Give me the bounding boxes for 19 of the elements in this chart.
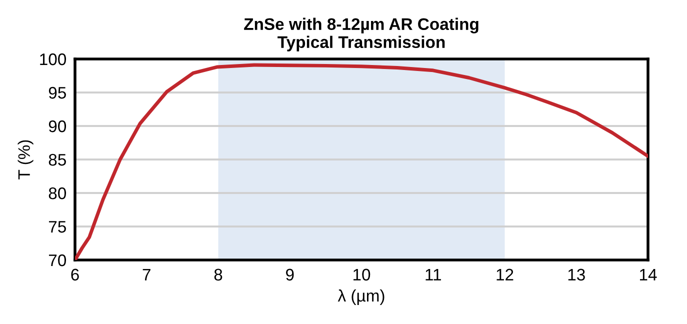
y-tick-label: 95 <box>48 86 66 99</box>
x-axis-title: λ (µm) <box>338 289 384 305</box>
y-tick-label: 75 <box>48 221 66 233</box>
x-tick-label: 7 <box>142 268 150 280</box>
x-tick-label: 6 <box>71 268 79 281</box>
x-tick-label: 14 <box>640 268 657 280</box>
chart-title: ZnSe with 8-12µm AR Coating Typical Transmission <box>244 18 478 52</box>
x-tick-label: 10 <box>354 268 370 281</box>
y-tick-label: 90 <box>48 120 66 132</box>
x-tick-label: 12 <box>496 268 514 280</box>
x-tick-label: 9 <box>286 268 294 281</box>
x-tick-label: 11 <box>426 268 441 280</box>
y-tick-label: 70 <box>48 254 66 266</box>
y-tick-label: 85 <box>48 154 66 166</box>
y-tick-label: 100 <box>40 53 66 66</box>
x-tick-label: 13 <box>568 268 585 281</box>
x-tick-label: 8 <box>214 268 222 281</box>
y-tick-label: 80 <box>48 187 66 200</box>
y-axis-title: T (%) <box>18 140 34 180</box>
